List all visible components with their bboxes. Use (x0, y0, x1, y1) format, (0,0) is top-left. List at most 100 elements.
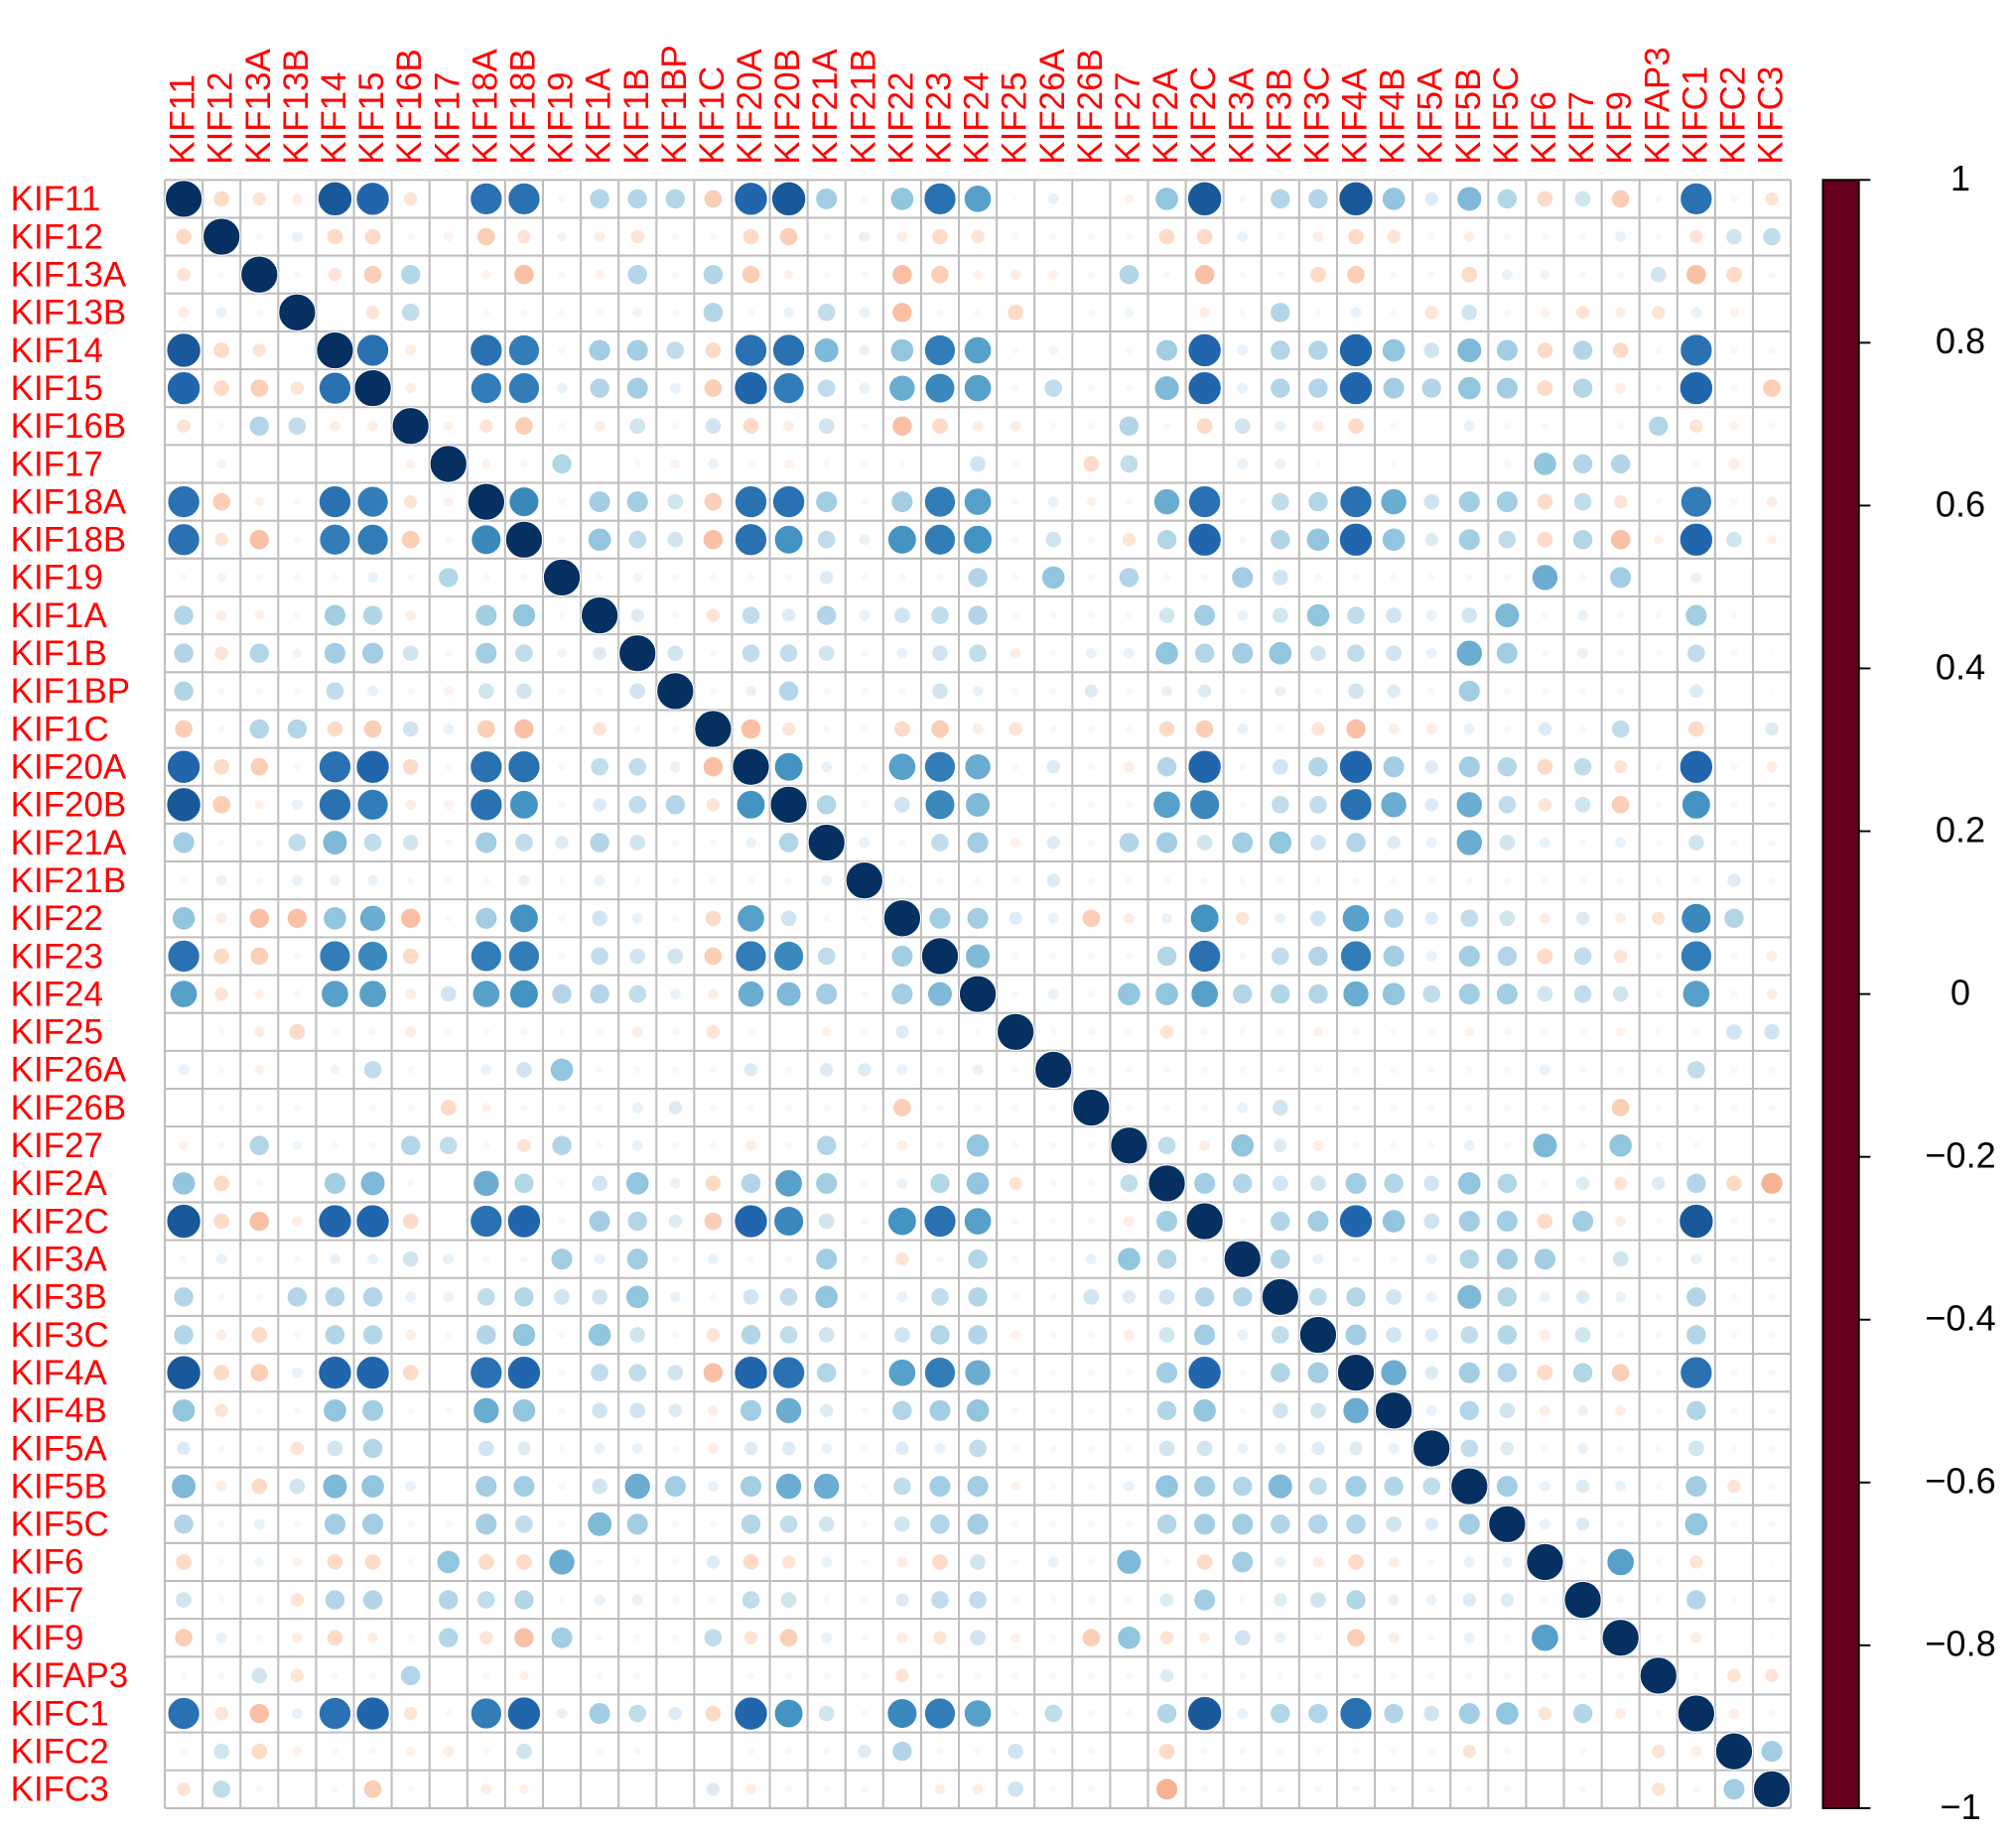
corr-circle (704, 1704, 723, 1723)
corr-circle (1338, 749, 1374, 784)
corr-circle (1495, 641, 1519, 665)
corr-circle (1655, 725, 1662, 732)
corr-circle (815, 1134, 838, 1156)
corr-circle (1270, 1513, 1291, 1535)
corr-circle (1457, 490, 1481, 514)
corr-circle (1654, 761, 1664, 772)
corr-circle (742, 1440, 759, 1457)
corr-circle (1010, 1405, 1020, 1415)
corr-circle (782, 306, 796, 320)
corr-circle (1536, 530, 1554, 549)
corr-circle (1572, 756, 1593, 777)
corr-circle (1463, 1025, 1476, 1038)
corr-circle (475, 226, 496, 247)
corr-circle (515, 1553, 533, 1571)
corr-circle (1238, 496, 1248, 507)
corr-circle (895, 1138, 909, 1152)
corr-circle (1011, 195, 1019, 203)
corr-circle (1730, 574, 1738, 582)
corr-circle (1308, 1286, 1328, 1307)
column-label: KIF12 (202, 71, 240, 164)
corr-circle (404, 1480, 418, 1494)
corr-circle (857, 1743, 873, 1760)
corr-circle (1306, 1361, 1330, 1384)
corr-circle (897, 459, 907, 469)
corr-circle (894, 1667, 910, 1684)
corr-circle (1238, 269, 1248, 280)
corr-circle (550, 1248, 574, 1271)
corr-circle (407, 1445, 414, 1452)
row-label: KIF1BP (11, 672, 130, 711)
column-label: KIF14 (315, 71, 353, 164)
corr-circle (1488, 1505, 1527, 1543)
corr-circle (895, 1290, 909, 1304)
corr-circle (1236, 230, 1250, 243)
corr-circle (703, 378, 724, 398)
corr-circle (670, 913, 681, 923)
corr-circle (1155, 1702, 1178, 1725)
corr-circle (507, 371, 541, 405)
row-label: KIF2C (11, 1202, 109, 1241)
corr-circle (292, 761, 303, 772)
corr-circle (444, 1027, 454, 1037)
corr-circle (516, 1137, 532, 1153)
corr-circle (1577, 723, 1588, 734)
corr-circle (248, 718, 271, 740)
corr-circle (744, 1138, 757, 1152)
corr-circle (708, 1595, 719, 1605)
corr-circle (1048, 1670, 1058, 1681)
corr-circle (1615, 1443, 1626, 1454)
corr-circle (822, 1670, 832, 1681)
corr-circle (860, 573, 870, 583)
corr-circle (935, 1253, 945, 1264)
corr-circle (1464, 1065, 1474, 1075)
corr-circle (1048, 1178, 1058, 1189)
row-label: KIF7 (11, 1581, 84, 1620)
corr-circle (291, 1556, 304, 1568)
corr-circle (549, 1057, 575, 1083)
corr-circle (860, 496, 870, 507)
corr-circle (672, 1672, 679, 1679)
corr-circle (626, 1210, 648, 1233)
corr-circle (1767, 1481, 1777, 1492)
corr-circle (965, 943, 992, 970)
corr-circle (1010, 1253, 1020, 1264)
corr-circle (445, 1672, 452, 1679)
corr-circle (1540, 610, 1550, 620)
corr-circle (631, 572, 644, 584)
corr-circle (1193, 1588, 1217, 1612)
corr-circle (1689, 1252, 1703, 1266)
corr-circle (965, 791, 992, 818)
colorbar-tick-label: −0.8 (1925, 1624, 1996, 1664)
corr-circle (1194, 719, 1215, 739)
corr-circle (1422, 1174, 1441, 1193)
corr-circle (513, 1589, 535, 1611)
corr-circle (708, 838, 719, 848)
column-label: KIF1BP (655, 45, 694, 164)
row-label: KIF9 (11, 1619, 84, 1657)
corr-circle (542, 558, 582, 597)
corr-circle (1086, 875, 1097, 885)
corr-circle (591, 1174, 608, 1193)
corr-circle (1199, 1027, 1210, 1037)
corr-circle (820, 1442, 834, 1455)
corr-circle (1725, 227, 1743, 246)
corr-circle (923, 182, 957, 216)
corr-circle (332, 460, 338, 467)
corr-circle (326, 1629, 344, 1647)
corr-circle (1577, 1065, 1588, 1075)
corr-circle (1655, 460, 1662, 467)
corr-circle (1307, 188, 1329, 210)
corr-circle (1010, 1557, 1020, 1567)
corr-circle (479, 1063, 493, 1077)
corr-circle (593, 230, 606, 243)
corr-circle (1347, 682, 1365, 701)
corr-circle (442, 1745, 456, 1759)
corr-circle (1380, 487, 1408, 516)
corr-circle (889, 337, 915, 363)
corr-circle (1502, 723, 1513, 734)
corr-circle (1729, 496, 1739, 507)
corr-circle (1459, 1438, 1480, 1459)
corr-circle (171, 1473, 198, 1500)
corr-circle (1007, 1742, 1025, 1761)
